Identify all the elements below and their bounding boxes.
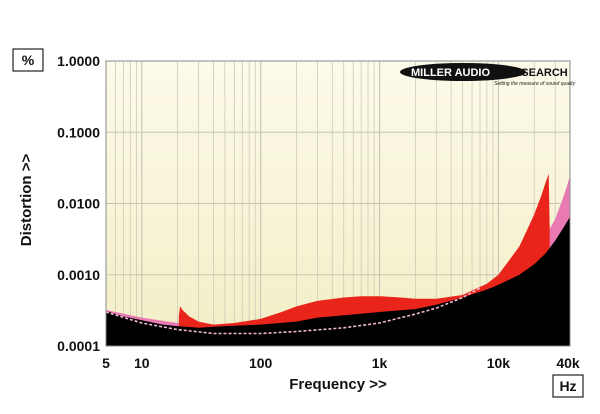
y-tick-label: 0.0010 xyxy=(57,267,100,283)
x-tick-label: 40k xyxy=(556,355,580,371)
y-axis-title: Distortion >> xyxy=(18,154,35,247)
logo-oval xyxy=(400,63,526,81)
plot-frame xyxy=(105,60,571,347)
series-dashed-line xyxy=(105,287,481,335)
x-unit-label: Hz xyxy=(559,378,576,394)
x-axis-title: Frequency >> xyxy=(289,376,387,393)
y-tick-label: 1.0000 xyxy=(57,53,100,69)
logo-brand-a: MILLER AUDIO xyxy=(411,67,490,79)
y-tick-label: 0.1000 xyxy=(57,124,100,140)
x-tick-label: 10k xyxy=(487,355,511,371)
x-tick-label: 10 xyxy=(134,355,150,371)
y-tick-labels: 1.0000 0.1000 0.0100 0.0010 0.0001 xyxy=(57,53,100,354)
y-unit-label: % xyxy=(22,52,35,68)
y-tick-label: 0.0100 xyxy=(57,196,100,212)
x-tick-label: 1k xyxy=(372,355,388,371)
y-tick-label: 0.0001 xyxy=(57,338,100,354)
logo-tagline: Setting the measure of sound quality xyxy=(494,81,576,87)
x-unit-box xyxy=(552,374,584,398)
series-layer xyxy=(105,173,570,346)
logo-brand-b: RESEARCH xyxy=(506,67,568,79)
x-tick-label: 5 xyxy=(102,355,110,371)
series-area-black xyxy=(106,216,570,346)
x-tick-labels: 5 10 100 1k 10k 40k xyxy=(102,355,580,371)
miller-audio-research-logo: MILLER AUDIO RESEARCH Setting the measur… xyxy=(400,63,576,87)
y-unit-box xyxy=(12,48,44,72)
x-tick-label: 100 xyxy=(249,355,273,371)
